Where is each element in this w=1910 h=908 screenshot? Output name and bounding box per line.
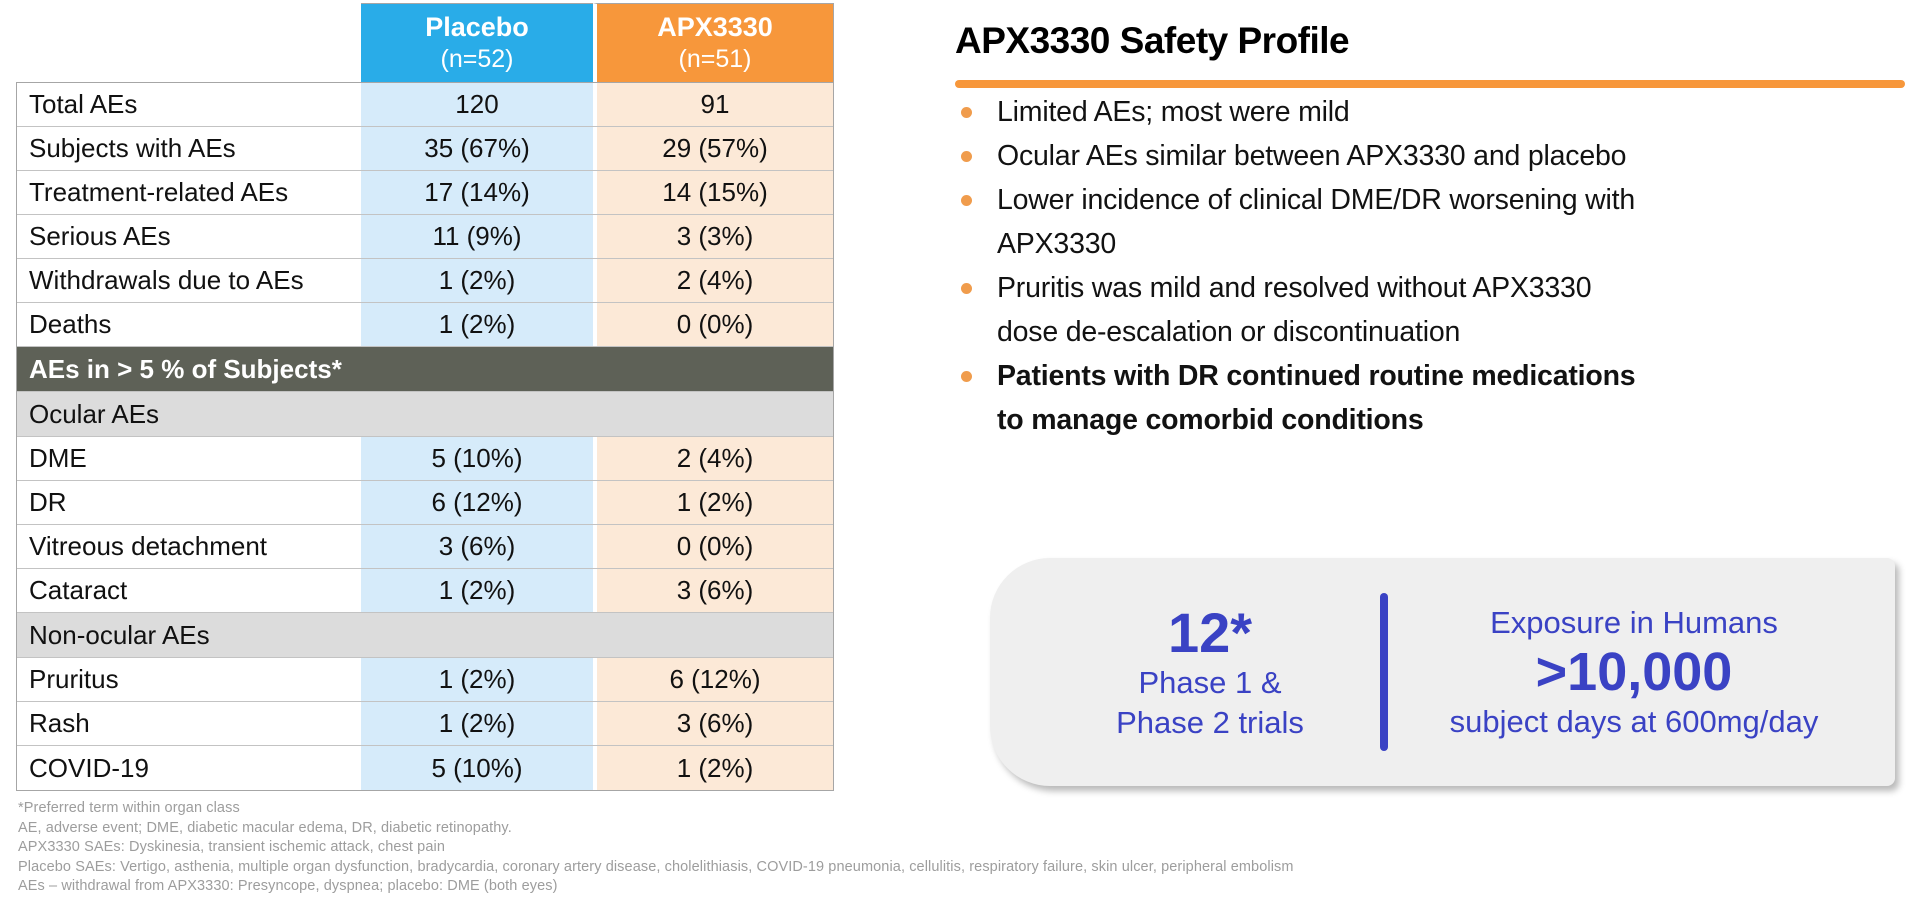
table-row: Treatment-related AEs 17 (14%) 14 (15%) — [17, 171, 833, 215]
apx3330-header-n: (n=51) — [678, 45, 752, 74]
row-label: Vitreous detachment — [17, 525, 361, 568]
table-row: Serious AEs 11 (9%) 3 (3%) — [17, 215, 833, 259]
placebo-value: 11 (9%) — [361, 215, 593, 258]
apx3330-value: 1 (2%) — [593, 481, 833, 524]
apx3330-column-header: APX3330 (n=51) — [593, 3, 834, 82]
vertical-divider — [1380, 593, 1388, 751]
row-label: Subjects with AEs — [17, 127, 361, 170]
footnote-line: *Preferred term within organ class — [18, 800, 240, 816]
row-label: DR — [17, 481, 361, 524]
bullet-icon — [961, 195, 972, 206]
table-row: Total AEs 120 91 — [17, 83, 833, 127]
table-row: Vitreous detachment 3 (6%) 0 (0%) — [17, 525, 833, 569]
apx3330-value: 1 (2%) — [593, 746, 833, 790]
apx3330-value: 3 (6%) — [593, 702, 833, 745]
placebo-value: 1 (2%) — [361, 658, 593, 701]
placebo-value: 17 (14%) — [361, 171, 593, 214]
trials-count-stat: 12* — [1167, 600, 1253, 664]
apx3330-value: 3 (3%) — [593, 215, 833, 258]
section-header-row: AEs in > 5 % of Subjects* — [17, 347, 833, 392]
trials-exposure-callout: 12* Phase 1 & Phase 2 trials Exposure in… — [990, 558, 1895, 786]
bullet-list: Limited AEs; most were mild Ocular AEs si… — [955, 90, 1655, 442]
placebo-header-n: (n=52) — [440, 45, 514, 74]
subsection-header-row: Non-ocular AEs — [17, 613, 833, 658]
bullet-icon — [961, 107, 972, 118]
table-row: Subjects with AEs 35 (67%) 29 (57%) — [17, 127, 833, 171]
apx3330-value: 29 (57%) — [593, 127, 833, 170]
table-row: Cataract 1 (2%) 3 (6%) — [17, 569, 833, 613]
table-row: COVID-19 5 (10%) 1 (2%) — [17, 746, 833, 790]
row-label: Rash — [17, 702, 361, 745]
placebo-column-header: Placebo (n=52) — [361, 3, 593, 82]
bullet-item: Pruritis was mild and resolved without A… — [955, 266, 1655, 354]
placebo-value: 5 (10%) — [361, 746, 593, 790]
row-label: DME — [17, 437, 361, 480]
table-row: Deaths 1 (2%) 0 (0%) — [17, 303, 833, 347]
apx3330-value: 2 (4%) — [593, 437, 833, 480]
bullet-icon — [961, 151, 972, 162]
table-header-row: Placebo (n=52) APX3330 (n=51) — [16, 3, 834, 82]
apx3330-value: 6 (12%) — [593, 658, 833, 701]
table-row: DME 5 (10%) 2 (4%) — [17, 437, 833, 481]
bullet-item: Ocular AEs similar between APX3330 and p… — [955, 134, 1655, 178]
apx3330-value: 3 (6%) — [593, 569, 833, 612]
footnote-line: AEs – withdrawal from APX3330: Presyncop… — [18, 878, 558, 894]
row-label: Treatment-related AEs — [17, 171, 361, 214]
placebo-value: 1 (2%) — [361, 303, 593, 346]
page-title: APX3330 Safety Profile — [955, 20, 1350, 61]
placebo-value: 1 (2%) — [361, 569, 593, 612]
subsection-header-row: Ocular AEs — [17, 392, 833, 437]
table-row: Withdrawals due to AEs 1 (2%) 2 (4%) — [17, 259, 833, 303]
bullet-icon — [961, 371, 972, 382]
footnote-line: AE, adverse event; DME, diabetic macular… — [18, 819, 512, 836]
placebo-value: 1 (2%) — [361, 259, 593, 302]
exposure-label: subject days at 600mg/day — [1449, 704, 1819, 740]
bullet-item: Lower incidence of clinical DME/DR worse… — [955, 178, 1655, 266]
apx3330-value: 2 (4%) — [593, 259, 833, 302]
apx3330-header-label: APX3330 — [657, 12, 773, 43]
footnote-line: APX3330 SAEs: Dyskinesia, transient isch… — [18, 839, 445, 855]
row-label: Serious AEs — [17, 215, 361, 258]
table-row: Pruritus 1 (2%) 6 (12%) — [17, 658, 833, 702]
apx3330-value: 0 (0%) — [593, 525, 833, 568]
trials-label-line1: Phase 1 & — [1138, 665, 1282, 701]
placebo-value: 6 (12%) — [361, 481, 593, 524]
row-label: Withdrawals due to AEs — [17, 259, 361, 302]
row-label: Cataract — [17, 569, 361, 612]
title-underline-rule — [955, 80, 1905, 88]
trials-label-line2: Phase 2 trials — [1116, 704, 1304, 740]
footnote-line: Placebo SAEs: Vertigo, asthenia, multipl… — [18, 858, 1294, 875]
blank-header-cell — [16, 3, 361, 82]
exposure-title: Exposure in Humans — [1490, 604, 1778, 640]
bullet-item: Patients with DR continued routine medic… — [955, 354, 1655, 442]
table-row: Rash 1 (2%) 3 (6%) — [17, 702, 833, 746]
placebo-value: 35 (67%) — [361, 127, 593, 170]
footnotes: *Preferred term within organ class AE, ad… — [18, 799, 1294, 897]
placebo-header-label: Placebo — [425, 12, 529, 43]
row-label: Deaths — [17, 303, 361, 346]
table-body: Total AEs 120 91 Subjects with AEs 35 (67%) 2… — [16, 82, 834, 791]
bullet-item: Limited AEs; most were mild — [955, 90, 1655, 134]
adverse-events-table: Placebo (n=52) APX3330 (n=51) Total AEs 1… — [16, 3, 834, 791]
apx3330-value: 0 (0%) — [593, 303, 833, 346]
placebo-value: 5 (10%) — [361, 437, 593, 480]
row-label: COVID-19 — [17, 746, 361, 790]
apx3330-value: 91 — [593, 83, 833, 126]
row-label: Total AEs — [17, 83, 361, 126]
bullet-icon — [961, 283, 972, 294]
row-label: Pruritus — [17, 658, 361, 701]
table-row: DR 6 (12%) 1 (2%) — [17, 481, 833, 525]
placebo-value: 3 (6%) — [361, 525, 593, 568]
apx3330-value: 14 (15%) — [593, 171, 833, 214]
exposure-block: Exposure in Humans >10,000 subject days … — [1398, 604, 1870, 740]
placebo-value: 1 (2%) — [361, 702, 593, 745]
placebo-value: 120 — [361, 83, 593, 126]
exposure-stat: >10,000 — [1535, 641, 1733, 702]
trials-block: 12* Phase 1 & Phase 2 trials — [1050, 600, 1370, 743]
